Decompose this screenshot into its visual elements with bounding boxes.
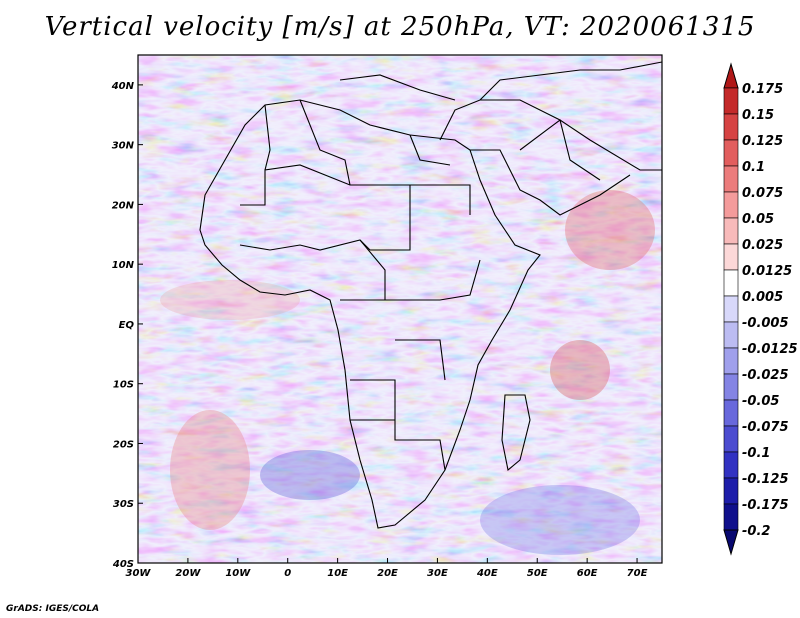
map-title: Vertical velocity [m/s] at 250hPa, VT: 2… xyxy=(44,12,756,42)
y-tick-label: 30S xyxy=(113,499,134,510)
colorbar-bin xyxy=(723,503,739,531)
x-tick-label: 20W xyxy=(175,568,201,579)
colorbar-bin xyxy=(723,321,739,349)
x-tick-label: 30E xyxy=(427,568,448,579)
colorbar-bin xyxy=(723,295,739,323)
colorbar-bin xyxy=(723,217,739,245)
country-borders xyxy=(199,61,662,529)
x-tick-label: 70E xyxy=(627,568,648,579)
colorbar-label: -0.125 xyxy=(742,472,789,487)
x-tick-label: 20E xyxy=(377,568,398,579)
colorbar-label: 0.175 xyxy=(742,82,783,97)
colorbar-bin xyxy=(723,373,739,401)
colorbar-label: -0.05 xyxy=(742,394,779,409)
colorbar-label: -0.175 xyxy=(742,498,789,513)
colorbar-label: -0.025 xyxy=(742,368,789,383)
y-tick-label: EQ xyxy=(119,320,135,331)
colorbar-bin xyxy=(723,243,739,271)
colorbar-label: 0.05 xyxy=(742,212,774,227)
x-tick-label: 0 xyxy=(284,568,291,579)
y-tick-label: 10S xyxy=(113,380,134,391)
y-tick-label: 20S xyxy=(113,439,134,450)
colorbar-label: -0.2 xyxy=(742,524,770,539)
colorbar-bin xyxy=(723,425,739,453)
x-tick-label: 50E xyxy=(527,568,548,579)
colorbar-bin xyxy=(723,139,739,167)
colorbar-bin xyxy=(723,399,739,427)
colorbar-bin xyxy=(723,451,739,479)
colorbar-label: 0.025 xyxy=(742,238,783,253)
latitude-axis: 40S 30S 20S 10S EQ 10N 20N 30N 40N xyxy=(111,81,143,570)
colorbar-label: 0.125 xyxy=(742,134,783,149)
colorbar-max-arrow xyxy=(723,62,739,89)
y-tick-label: 20N xyxy=(112,200,135,211)
y-tick-label: 10N xyxy=(112,260,135,271)
colorbar-bin xyxy=(723,87,739,115)
map-frame xyxy=(137,54,663,564)
x-tick-label: 60E xyxy=(577,568,598,579)
colorbar-bin xyxy=(723,165,739,193)
colorbar-label: -0.1 xyxy=(742,446,770,461)
colorbar-bin xyxy=(723,477,739,505)
colorbar-bin xyxy=(723,269,739,297)
colorbar-bin xyxy=(723,347,739,375)
y-tick-label: 40N xyxy=(111,81,135,92)
colorbar-label: 0.075 xyxy=(742,186,783,201)
colorbar-label: 0.0125 xyxy=(742,264,792,279)
y-tick-label: 30N xyxy=(112,141,135,152)
colorbar: 0.175 0.15 0.125 0.1 0.075 0.05 0.025 0.0125 0.0… xyxy=(723,62,798,556)
x-tick-label: 30W xyxy=(126,568,152,579)
x-tick-label: 10W xyxy=(225,568,251,579)
y-tick-label: 40S xyxy=(112,559,134,570)
colorbar-min-arrow xyxy=(723,529,739,556)
colorbar-bin xyxy=(723,191,739,219)
x-tick-label: 40E xyxy=(476,568,498,579)
grads-credit: GrADS: IGES/COLA xyxy=(6,604,100,614)
colorbar-label: 0.1 xyxy=(742,160,765,175)
longitude-axis: 30W 20W 10W 0 10E 20E 30E 40E 50E 60E 70E xyxy=(126,558,648,579)
colorbar-label: -0.005 xyxy=(742,316,789,331)
colorbar-label: 0.005 xyxy=(742,290,783,305)
colorbar-bin xyxy=(723,113,739,141)
colorbar-label: -0.0125 xyxy=(742,342,798,357)
vertical-velocity-field xyxy=(138,55,662,563)
x-tick-label: 10E xyxy=(327,568,348,579)
colorbar-label: -0.075 xyxy=(742,420,789,435)
colorbar-label: 0.15 xyxy=(742,108,774,123)
